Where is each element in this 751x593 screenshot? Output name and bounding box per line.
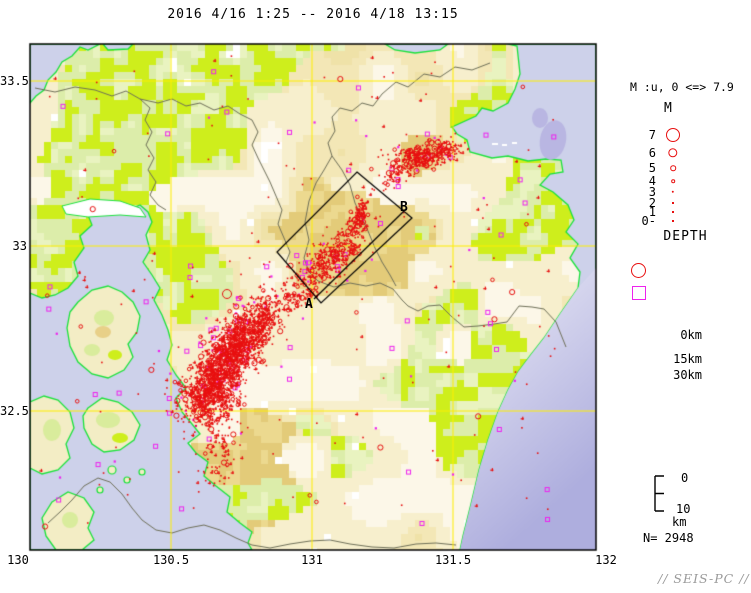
- magnitude-circle-icon: [671, 179, 675, 183]
- magnitude-label: 7: [648, 128, 656, 142]
- magnitude-circle-icon: [670, 165, 676, 171]
- depth-label-0km: 0km: [680, 328, 702, 342]
- magnitude-circle-icon: [668, 148, 678, 158]
- magnitude-range-note: M :u, 0 <=> 7.9: [630, 80, 734, 94]
- depth-label-15km: 15km: [673, 352, 702, 366]
- lon-tick-130: 130: [7, 553, 29, 567]
- depth-scalebar-icon: [654, 475, 664, 512]
- magnitude-label: 2: [648, 196, 656, 210]
- lon-tick-131: 131: [301, 553, 323, 567]
- magnitude-label: 5: [648, 161, 656, 175]
- magnitude-label: 6: [648, 146, 656, 160]
- scalebar-bottom-label: 10: [676, 502, 691, 516]
- section-label-b: B: [400, 200, 408, 215]
- seis-pc-watermark: // SEIS-PC //: [658, 571, 750, 586]
- magnitude-label: 0-: [641, 214, 656, 228]
- shallow-depth-circle-icon: [631, 263, 646, 278]
- magnitude-circle-icon: [672, 211, 674, 213]
- magnitude-circle-icon: [672, 220, 674, 222]
- lat-tick-33.5: 33.5: [0, 74, 29, 88]
- scalebar-unit: km: [672, 515, 687, 529]
- lon-tick-130.5: 130.5: [152, 553, 190, 567]
- lat-tick-33: 33: [12, 239, 27, 253]
- magnitude-label: 4: [648, 174, 656, 188]
- page-title: 2016 4/16 1:25 -- 2016 4/18 13:15: [167, 7, 459, 22]
- lon-tick-131.5: 131.5: [434, 553, 472, 567]
- lon-tick-132: 132: [595, 553, 617, 567]
- magnitude-label: 1: [648, 205, 656, 219]
- event-count: N= 2948: [643, 531, 694, 545]
- section-label-a: A: [305, 297, 313, 312]
- magnitude-circle-icon: [671, 190, 675, 194]
- lat-tick-32.5: 32.5: [0, 404, 29, 418]
- magnitude-label: 3: [648, 185, 656, 199]
- depth-header: DEPTH: [663, 229, 708, 244]
- magnitude-circle-icon: [666, 128, 680, 142]
- deep-depth-square-icon: [632, 286, 646, 300]
- magnitude-circle-icon: [672, 202, 674, 204]
- legend-panel: M :u, 0 <=> 7.9 M 7 6 5 4 3 2 1 0- DEPTH 0km 15…: [620, 78, 751, 382]
- magnitude-header: M: [664, 101, 672, 116]
- depth-label-30km: 30km: [673, 368, 702, 382]
- scalebar-top-label: 0: [681, 471, 689, 485]
